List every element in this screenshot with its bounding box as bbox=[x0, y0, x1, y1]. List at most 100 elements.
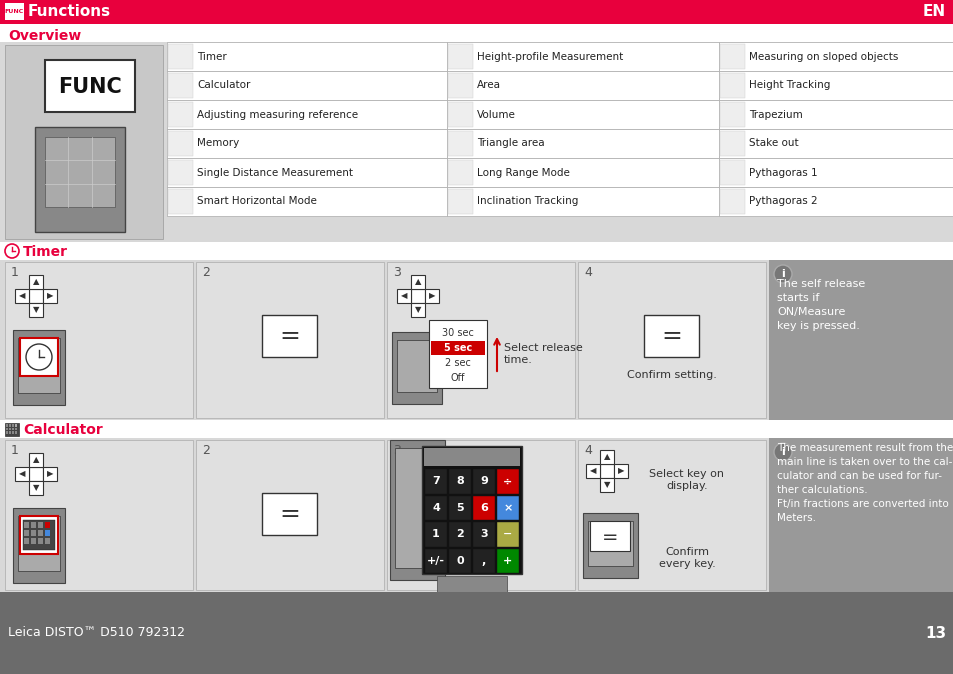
Bar bbox=[20, 516, 58, 554]
Bar bbox=[18, 516, 60, 571]
Text: =: = bbox=[279, 324, 299, 348]
Text: ▼: ▼ bbox=[32, 305, 39, 315]
Bar bbox=[0, 438, 953, 592]
Bar bbox=[720, 73, 744, 98]
Text: ▶: ▶ bbox=[618, 466, 623, 475]
Bar bbox=[719, 100, 953, 129]
Bar bbox=[9, 427, 11, 430]
Bar bbox=[497, 522, 518, 547]
Bar bbox=[424, 289, 438, 303]
Text: ▶: ▶ bbox=[428, 291, 435, 301]
Text: Height-profile Measurement: Height-profile Measurement bbox=[476, 51, 622, 61]
Text: Timer: Timer bbox=[196, 51, 227, 61]
Bar bbox=[15, 424, 17, 427]
Text: ▼: ▼ bbox=[415, 305, 421, 315]
Bar bbox=[387, 440, 575, 590]
Bar bbox=[0, 0, 953, 24]
Bar bbox=[431, 341, 484, 355]
Bar bbox=[448, 189, 473, 214]
Text: ▲: ▲ bbox=[32, 278, 39, 286]
Bar bbox=[599, 464, 614, 478]
Bar bbox=[447, 187, 719, 216]
Text: Area: Area bbox=[476, 80, 500, 90]
Text: ▶: ▶ bbox=[47, 291, 53, 301]
Bar bbox=[411, 303, 424, 317]
Text: 3: 3 bbox=[393, 443, 400, 456]
Bar bbox=[578, 440, 765, 590]
Bar bbox=[0, 42, 953, 242]
Bar bbox=[29, 275, 43, 289]
Bar bbox=[38, 530, 43, 536]
Text: +/-: +/- bbox=[427, 556, 444, 565]
Bar bbox=[262, 315, 316, 357]
Bar bbox=[12, 424, 14, 427]
Text: 1: 1 bbox=[432, 529, 439, 539]
Text: 5: 5 bbox=[456, 503, 463, 513]
Bar bbox=[168, 102, 193, 127]
Bar bbox=[5, 45, 163, 239]
Text: Adjusting measuring reference: Adjusting measuring reference bbox=[196, 109, 357, 119]
Text: 0: 0 bbox=[456, 556, 463, 565]
Text: Smart Horizontal Mode: Smart Horizontal Mode bbox=[196, 197, 316, 206]
Bar bbox=[45, 522, 50, 528]
Text: −: − bbox=[503, 529, 512, 539]
Bar bbox=[473, 495, 495, 520]
Bar bbox=[195, 262, 384, 418]
Text: Pythagoras 2: Pythagoras 2 bbox=[748, 197, 817, 206]
Bar bbox=[587, 521, 633, 566]
Text: ×: × bbox=[503, 503, 512, 513]
Bar bbox=[12, 427, 14, 430]
Bar bbox=[448, 73, 473, 98]
Text: ÷: ÷ bbox=[503, 477, 512, 486]
Text: 5 sec: 5 sec bbox=[443, 342, 472, 353]
Text: Memory: Memory bbox=[196, 138, 239, 148]
Text: Overview: Overview bbox=[8, 29, 81, 43]
Text: Stake out: Stake out bbox=[748, 138, 798, 148]
Bar bbox=[449, 495, 471, 520]
Bar bbox=[585, 464, 599, 478]
Bar bbox=[396, 340, 436, 392]
Text: FUNC: FUNC bbox=[5, 9, 24, 14]
Text: 9: 9 bbox=[479, 477, 487, 486]
Bar bbox=[447, 42, 719, 71]
Text: i: i bbox=[781, 269, 784, 279]
Bar bbox=[720, 160, 744, 185]
Bar bbox=[23, 520, 55, 550]
Bar bbox=[768, 438, 953, 592]
Bar bbox=[195, 440, 384, 590]
Bar bbox=[15, 467, 29, 481]
Bar bbox=[768, 260, 953, 420]
Bar bbox=[719, 187, 953, 216]
Text: 4: 4 bbox=[583, 443, 591, 456]
Bar bbox=[424, 549, 447, 573]
Bar bbox=[719, 158, 953, 187]
Bar bbox=[167, 42, 447, 71]
Bar bbox=[411, 289, 424, 303]
Text: 3: 3 bbox=[393, 266, 400, 278]
Bar bbox=[720, 131, 744, 156]
Bar bbox=[599, 450, 614, 464]
Text: =: = bbox=[601, 528, 618, 547]
Text: 6: 6 bbox=[479, 503, 487, 513]
Text: Triangle area: Triangle area bbox=[476, 138, 544, 148]
Text: Long Range Mode: Long Range Mode bbox=[476, 168, 569, 177]
Bar bbox=[9, 431, 11, 433]
Text: The self release
starts if
ON/Measure
key is pressed.: The self release starts if ON/Measure ke… bbox=[776, 279, 864, 331]
Bar bbox=[6, 424, 8, 427]
Bar bbox=[392, 332, 441, 404]
Bar bbox=[390, 440, 444, 580]
Bar bbox=[497, 469, 518, 493]
Bar bbox=[0, 420, 953, 438]
Bar bbox=[38, 538, 43, 544]
Circle shape bbox=[773, 443, 791, 461]
Text: 4: 4 bbox=[583, 266, 591, 278]
Bar bbox=[5, 262, 193, 418]
Text: =: = bbox=[279, 502, 299, 526]
Text: ◀: ◀ bbox=[19, 291, 25, 301]
Text: The measurement result from the
main line is taken over to the cal-
culator and : The measurement result from the main lin… bbox=[776, 443, 952, 523]
Circle shape bbox=[773, 265, 791, 283]
Bar bbox=[168, 160, 193, 185]
Bar bbox=[168, 131, 193, 156]
Text: 1: 1 bbox=[11, 443, 19, 456]
Text: Pythagoras 1: Pythagoras 1 bbox=[748, 168, 817, 177]
